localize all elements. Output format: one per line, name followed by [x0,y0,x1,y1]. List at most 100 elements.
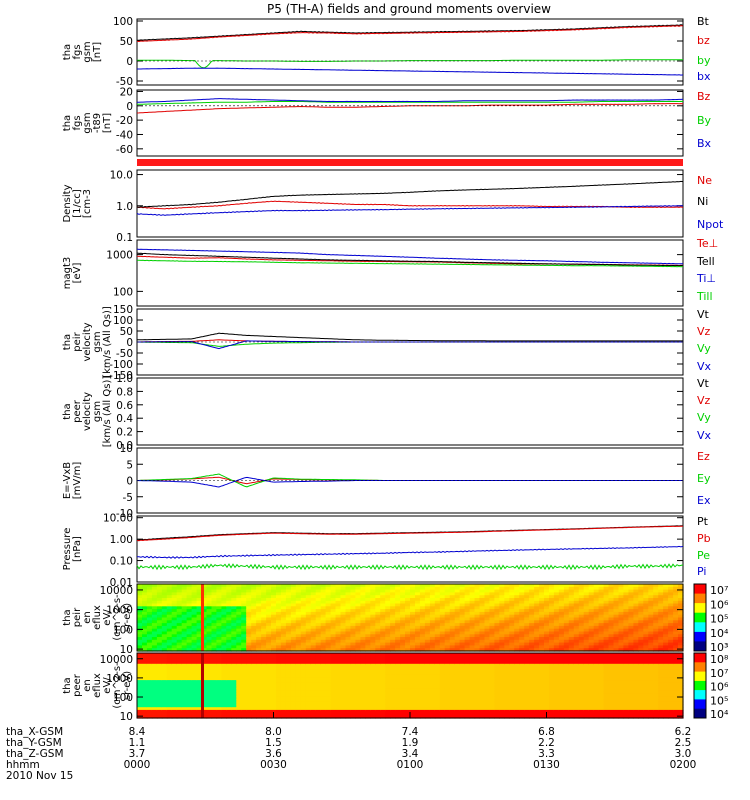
legend-label: Pb [697,532,711,545]
heatmap-cell [514,666,520,670]
heatmap-cell [434,611,441,616]
heatmap-cell [315,625,322,630]
heatmap-cell [176,625,183,630]
heatmap-cell [613,620,620,624]
heatmap-cell [156,677,163,681]
heatmap-cell [137,639,143,644]
heatmap-cell [454,715,461,719]
heatmap-cell [573,637,580,641]
heatmap-cell [573,589,580,593]
heatmap-cell [390,682,396,687]
heatmap-cell [156,682,163,687]
heatmap-cell [553,592,560,596]
heatmap-cell [390,611,396,616]
heatmap-cell [360,603,366,607]
heatmap-cell [593,600,600,605]
heatmap-cell [459,592,466,596]
heatmap-cell [429,645,436,649]
heatmap-cell [365,614,371,619]
heatmap-cell [499,631,505,635]
heatmap-cell [305,600,312,605]
heatmap-cell [315,606,322,610]
heatmap-cell [271,674,277,678]
heatmap-cell [146,682,153,687]
heatmap-cell [295,680,302,684]
heatmap-cell [539,606,545,610]
y-axis-label: -t89 [92,113,103,133]
heatmap-cell [489,653,495,657]
legend-label: Vx [697,429,712,442]
heatmap-cell [673,628,679,633]
heatmap-cell [598,645,605,649]
heatmap-cell [221,653,227,657]
heatmap-cell [668,645,674,649]
heatmap-cell [415,707,421,711]
heatmap-cell [330,666,337,670]
heatmap-cell [469,637,476,641]
heatmap-cell [300,690,307,695]
heatmap-cell [504,699,510,703]
heatmap-cell [598,623,605,627]
heatmap-cell [424,642,431,646]
heatmap-cell [226,712,232,716]
heatmap-cell [514,680,520,684]
heatmap-cell [256,701,262,706]
heatmap-cell [593,639,600,644]
heatmap-cell [335,603,342,607]
heatmap-cell [375,690,381,695]
heatmap-cell [310,653,317,657]
heatmap-cell [246,639,252,644]
heatmap-cell [186,600,193,605]
heatmap-cell [176,620,183,624]
heatmap-cell [459,634,466,638]
heatmap-cell [439,642,446,646]
heatmap-cell [142,712,148,716]
heatmap-cell [494,589,500,593]
heatmap-cell [429,614,436,619]
heatmap-cell [648,589,654,593]
heatmap-cell [276,586,282,591]
heatmap-cell [171,669,178,673]
heatmap-cell [484,639,491,644]
heatmap-cell [251,688,257,692]
heatmap-cell [663,606,669,610]
heatmap-cell [146,586,153,591]
heatmap-cell [608,603,615,607]
heatmap-cell [340,645,347,649]
heatmap-cell [315,663,322,668]
heatmap-cell [429,609,436,613]
heatmap-cell [156,690,163,695]
heatmap-cell [226,584,232,588]
heatmap-cell [415,639,421,644]
heatmap-cell [375,653,381,657]
heatmap-cell [370,614,376,619]
heatmap-cell [459,709,466,714]
heatmap-cell [638,648,644,652]
heatmap-cell [280,666,287,670]
panel-frame [136,169,684,238]
heatmap-cell [216,701,222,706]
heatmap-cell [603,617,610,621]
heatmap-cell [241,663,247,668]
heatmap-cell [211,639,218,644]
heatmap-cell [216,704,222,708]
heatmap-cell [256,685,262,689]
heatmap-cell [211,666,218,670]
heatmap-cell [385,639,391,644]
heatmap-cell [335,589,342,593]
heatmap-cell [419,592,426,596]
heatmap-cell [424,693,431,697]
heatmap-cell [380,655,386,659]
heatmap-cell [166,680,173,684]
heatmap-cell [539,614,545,619]
heatmap-cell [186,685,193,689]
heatmap-cell [285,606,292,610]
heatmap-cell [628,628,634,633]
heatmap-cell [196,677,203,681]
heatmap-cell [419,661,426,665]
heatmap-cell [464,715,471,719]
heatmap-cell [405,609,411,613]
heatmap-cell [469,658,476,662]
heatmap-cell [176,712,183,716]
